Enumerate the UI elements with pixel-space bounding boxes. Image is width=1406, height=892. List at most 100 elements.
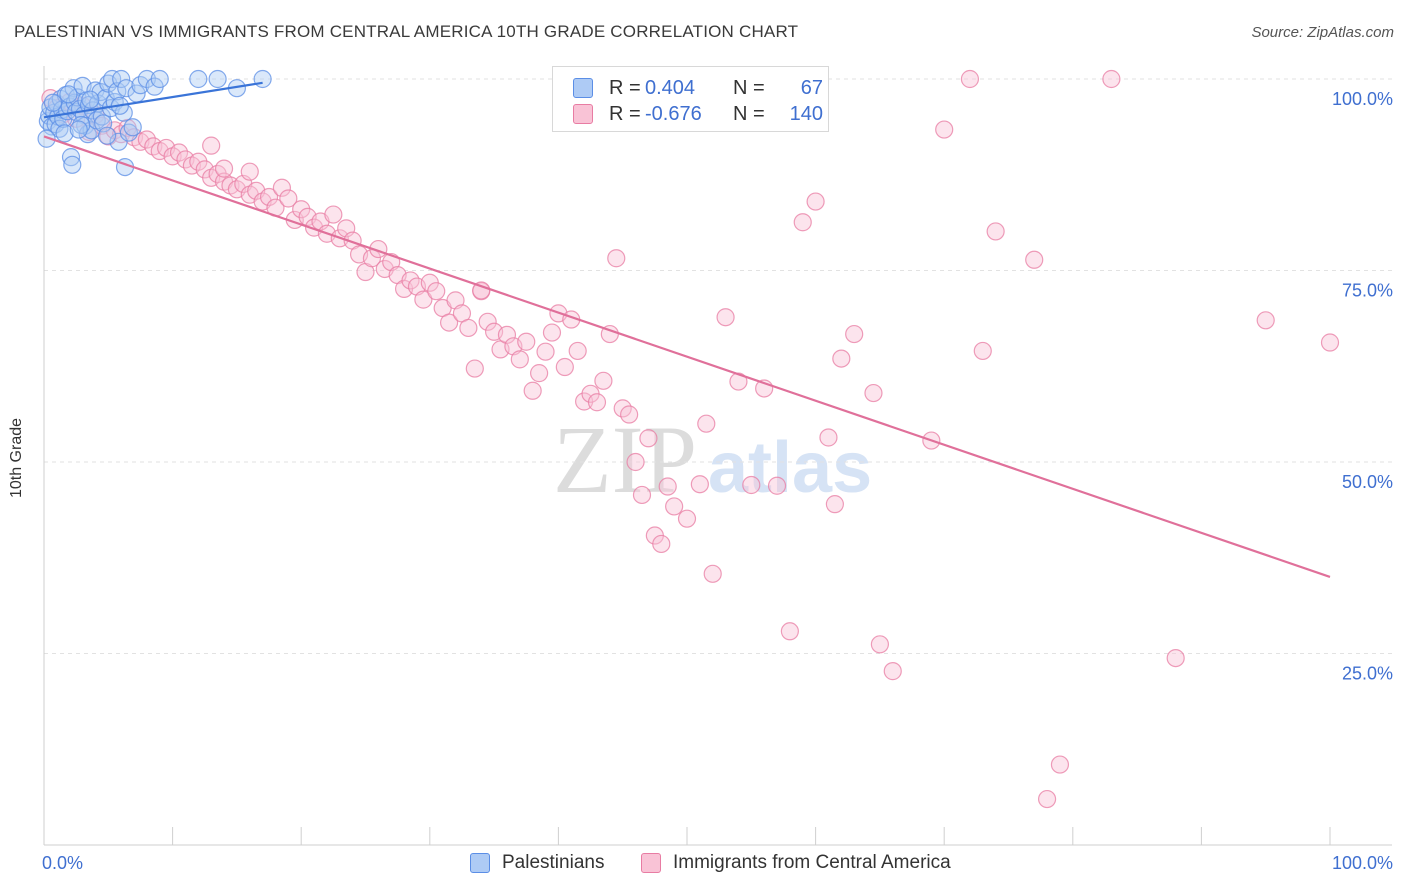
watermark-atlas: atlas bbox=[708, 428, 872, 508]
bottom-legend-swatch-blue bbox=[470, 853, 490, 873]
pink-point bbox=[973, 341, 992, 361]
pink-point bbox=[639, 429, 658, 448]
x-tick-label: 100.0% bbox=[1332, 853, 1393, 873]
correlation-legend: R = 0.404 N = 67 R = -0.676 N = 140 bbox=[552, 66, 829, 132]
pink-point bbox=[202, 136, 221, 155]
x-tick-label: 0.0% bbox=[42, 853, 83, 873]
pink-point bbox=[652, 534, 671, 554]
y-tick-label: 50.0% bbox=[1342, 472, 1393, 492]
pink-point bbox=[169, 143, 189, 162]
pink-point bbox=[587, 393, 607, 412]
blue-point bbox=[189, 69, 208, 89]
pink-point bbox=[767, 476, 787, 495]
pink-point bbox=[832, 349, 851, 368]
legend-n-value: 67 bbox=[800, 77, 823, 99]
blue-point bbox=[123, 118, 142, 137]
pink-point bbox=[472, 281, 491, 300]
pink-point bbox=[414, 290, 433, 309]
watermark: ZIP atlas bbox=[553, 406, 872, 513]
pink-point bbox=[1320, 333, 1340, 352]
blue-point bbox=[117, 79, 136, 98]
pink-point bbox=[1037, 789, 1057, 809]
pink-point bbox=[819, 428, 838, 447]
legend-n-value: 140 bbox=[789, 103, 823, 125]
pink-point bbox=[272, 178, 292, 197]
pink-point bbox=[935, 120, 954, 139]
pink-point bbox=[690, 475, 709, 494]
pink-point bbox=[620, 405, 639, 424]
blue-point bbox=[112, 69, 131, 89]
axes bbox=[43, 66, 1392, 846]
legend-swatch-blue bbox=[573, 78, 593, 98]
blue-point bbox=[253, 69, 272, 89]
pink-point bbox=[465, 359, 484, 378]
trend-lines bbox=[43, 81, 1331, 578]
pink-point bbox=[510, 350, 529, 369]
pink-point bbox=[594, 371, 613, 390]
pink-point bbox=[780, 622, 799, 641]
blue-point bbox=[150, 69, 169, 89]
legend-r-value: 0.404 bbox=[645, 77, 696, 99]
pink-point bbox=[214, 159, 234, 178]
pink-point bbox=[703, 564, 722, 583]
pink-point bbox=[716, 308, 735, 327]
x-tick-labels: 0.0% 100.0% bbox=[42, 853, 1393, 873]
pink-point bbox=[324, 205, 343, 224]
legend-n-label: N = bbox=[733, 103, 765, 125]
pink-point bbox=[568, 341, 587, 361]
pink-point bbox=[1050, 755, 1070, 774]
pink-point bbox=[806, 192, 825, 211]
y-tick-label: 100.0% bbox=[1332, 89, 1393, 109]
pink-point bbox=[793, 213, 812, 232]
blue-point bbox=[208, 69, 227, 89]
blue-point bbox=[69, 120, 88, 139]
legend-n-label: N = bbox=[733, 77, 765, 99]
pink-point bbox=[960, 69, 980, 89]
y-tick-labels: 100.0% 75.0% 50.0% 25.0% bbox=[1332, 89, 1393, 684]
pink-point bbox=[427, 282, 446, 301]
pink-point bbox=[677, 509, 697, 528]
blue-point bbox=[63, 155, 82, 174]
blue-point bbox=[55, 124, 74, 143]
pink-point bbox=[742, 475, 761, 495]
pink-point bbox=[555, 357, 574, 377]
pink-point bbox=[1102, 69, 1121, 89]
legend-r-label: R = bbox=[609, 77, 641, 99]
pink-point bbox=[729, 372, 748, 391]
bottom-legend-swatch-pink bbox=[641, 853, 661, 873]
blue-point bbox=[43, 93, 63, 112]
chart-title: PALESTINIAN VS IMMIGRANTS FROM CENTRAL A… bbox=[14, 22, 799, 41]
blue-point bbox=[61, 148, 81, 167]
bottom-legend-label: Immigrants from Central America bbox=[673, 852, 951, 873]
pink-point bbox=[883, 662, 902, 681]
pink-point bbox=[259, 187, 279, 207]
blue-point bbox=[97, 126, 117, 145]
blue-point bbox=[59, 85, 78, 104]
pink-point bbox=[137, 130, 156, 149]
pink-point bbox=[864, 383, 883, 403]
y-axis-title: 10th Grade bbox=[8, 417, 25, 499]
pink-point bbox=[845, 324, 864, 344]
pink-point bbox=[626, 452, 645, 472]
legend-r-value: -0.676 bbox=[645, 103, 702, 125]
pink-point bbox=[697, 414, 716, 433]
blue-point bbox=[81, 90, 100, 109]
blue-point bbox=[137, 69, 156, 89]
source-label: Source: ZipAtlas.com bbox=[1251, 24, 1394, 41]
pink-point bbox=[1025, 250, 1044, 269]
pink-point bbox=[536, 342, 555, 361]
pink-point bbox=[517, 332, 536, 351]
pink-point bbox=[986, 222, 1005, 241]
pink-point bbox=[665, 497, 684, 516]
legend-swatch-pink bbox=[573, 104, 593, 124]
pink-point bbox=[497, 325, 517, 344]
pink-point bbox=[459, 318, 478, 338]
pink-point bbox=[478, 312, 497, 331]
trend-line-palestinians bbox=[43, 81, 263, 119]
pink-point bbox=[1256, 311, 1275, 330]
legend-r-label: R = bbox=[609, 103, 641, 125]
pink-point bbox=[632, 485, 652, 505]
pink-point bbox=[240, 162, 259, 181]
y-tick-label: 75.0% bbox=[1342, 281, 1393, 301]
